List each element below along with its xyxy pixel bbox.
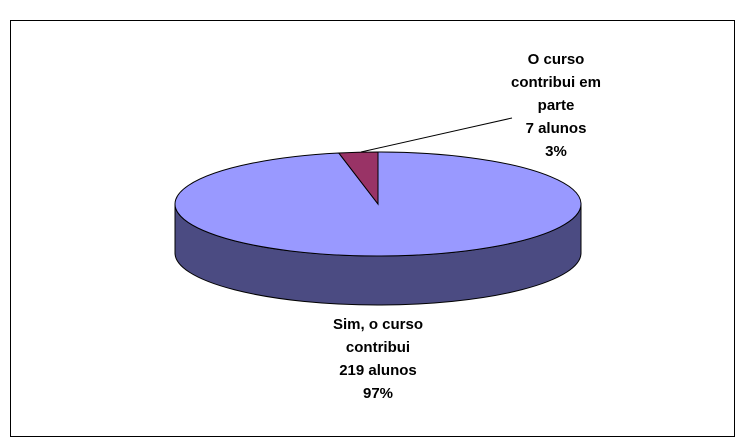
pie-slice: [337, 151, 379, 206]
slice-label: O curso contribui em parte: [511, 51, 601, 114]
slice-label: Sim, o curso contribui: [333, 316, 423, 356]
value-label: 7 alunos: [526, 120, 587, 137]
pie: [174, 151, 582, 306]
percent-label: 3%: [545, 143, 567, 160]
percent-label: 97%: [363, 385, 393, 402]
value-label: 219 alunos: [339, 362, 417, 379]
leader-line: [360, 117, 513, 153]
